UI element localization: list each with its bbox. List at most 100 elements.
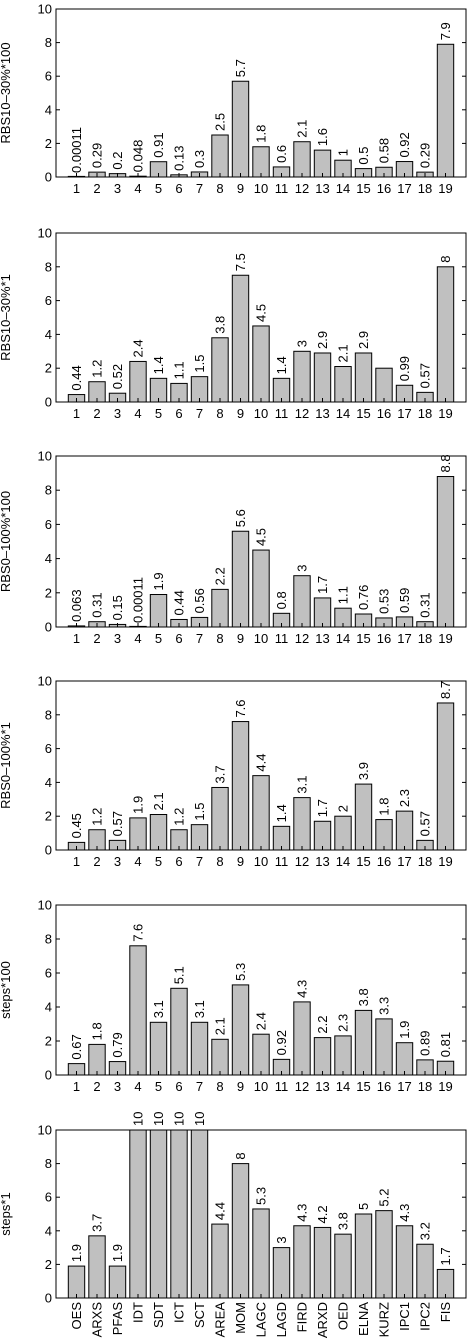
data-label-12: 3.1 [295,776,310,794]
data-label-14: 2 [336,805,351,812]
x-tick-label: 7 [196,181,203,196]
x-tick-label: LAGD [274,1302,289,1337]
x-tick-label: 14 [336,631,350,646]
bar-13 [313,597,332,628]
x-tick-label: 17 [397,854,411,869]
bar-15 [354,1213,373,1299]
data-label-7: 10 [192,1112,207,1126]
x-tick-label: 17 [397,406,411,421]
y-tick-label: 6 [45,1190,52,1205]
bar-4 [129,945,147,1076]
x-tick-label: ARXS [90,1302,105,1338]
x-tick-label: 16 [377,1079,391,1094]
bar-5 [149,814,168,851]
bar-14 [334,1233,352,1299]
data-label-10: 4.5 [254,528,269,546]
data-label-6: 1.2 [172,808,187,826]
x-tick-label: 19 [438,854,452,869]
x-tick-label: 5 [155,406,162,421]
data-label-9: 7.5 [233,253,248,271]
data-label-13: 1.7 [315,799,330,817]
chart-panel-3: 0 2 4 6 8 10 RBS0–100%*100 0.063 1 0.31 2 0.15 3 0.00… [0,449,467,646]
data-label-17: 0.99 [397,356,412,381]
data-label-4: 2.4 [131,339,146,357]
bar-13 [313,820,332,851]
data-label-9: 7.6 [233,699,248,717]
bar-13 [313,352,332,403]
bar-9 [231,1163,250,1299]
bar-5 [149,594,168,628]
y-tick-label: 6 [45,69,52,84]
bar-19 [436,1268,455,1299]
y-tick-label: 4 [45,1223,52,1238]
x-tick-label: 16 [377,181,391,196]
y-tick-label: 2 [45,1034,52,1049]
y-tick-label: 8 [45,259,52,274]
bar-15 [354,783,373,851]
bar-13 [313,1037,332,1076]
x-tick-label: 5 [155,854,162,869]
y-tick-label: 8 [45,483,52,498]
y-axis-label: steps*100 [0,961,13,1019]
x-tick-label: 3 [114,854,121,869]
data-label-11: 0.8 [274,591,289,609]
x-tick-label: IDT [131,1302,146,1323]
bar-12 [293,1001,311,1076]
data-label-18: 0.89 [418,1031,433,1056]
x-tick-label: 2 [93,854,100,869]
data-label-9: 5.3 [233,963,248,981]
x-tick-label: 15 [356,1079,370,1094]
data-label-14: 3.8 [336,1212,351,1230]
data-label-1: 0.67 [69,1034,84,1059]
x-tick-label: 10 [254,406,268,421]
bar-9 [231,530,250,628]
x-tick-label: 19 [438,406,452,421]
bar-7 [190,1129,209,1299]
data-label-10: 2.4 [254,1012,269,1030]
x-tick-label: 18 [418,1079,432,1094]
x-tick-label: 2 [93,1079,100,1094]
x-tick-label: 3 [114,181,121,196]
y-tick-label: 8 [45,932,52,947]
x-tick-label: 3 [114,406,121,421]
data-label-15: 5 [356,1203,371,1210]
data-label-4: 0.048 [131,140,146,173]
y-tick-label: 10 [38,674,52,689]
y-tick-label: 10 [38,449,52,464]
data-label-5: 1.9 [151,572,166,590]
x-tick-label: 13 [315,631,329,646]
data-label-15: 3.8 [356,988,371,1006]
y-tick-label: 6 [45,517,52,532]
data-label-18: 0.57 [418,363,433,388]
data-label-18: 3.2 [418,1222,433,1240]
x-tick-label: OED [336,1302,351,1330]
bar-2 [88,1235,106,1299]
data-label-4: 1.9 [131,796,146,814]
data-label-8: 2.1 [213,1017,228,1035]
x-tick-label: 9 [237,1079,244,1094]
chart-panel-5: 0 2 4 6 8 10 steps*100 0.67 1 1.8 2 0.79 3 7.6 4 3.1 5 5.… [0,898,467,1094]
x-tick-label: 12 [295,631,309,646]
x-tick-label: 4 [134,631,141,646]
bar-10 [252,1208,270,1299]
bar-8 [211,134,229,178]
x-tick-label: 9 [237,631,244,646]
x-tick-label: 5 [155,181,162,196]
x-tick-label: 10 [254,631,268,646]
data-label-8: 2.2 [213,567,228,585]
bar-10 [252,549,270,628]
x-tick-label: KURZ [377,1302,392,1337]
x-tick-label: 14 [336,406,350,421]
data-label-5: 1.4 [151,356,166,374]
bar-18 [416,1243,434,1299]
x-tick-label: 17 [397,631,411,646]
data-label-11: 1.4 [274,356,289,374]
bar-16 [375,1210,393,1299]
data-label-10: 5.3 [254,1187,269,1205]
x-tick-label: 11 [275,854,289,869]
x-tick-label: 9 [237,406,244,421]
y-tick-label: 2 [45,1257,52,1272]
data-label-6: 0.44 [172,590,187,615]
data-label-3: 0.79 [110,1032,125,1057]
y-tick-label: 0 [45,843,52,858]
